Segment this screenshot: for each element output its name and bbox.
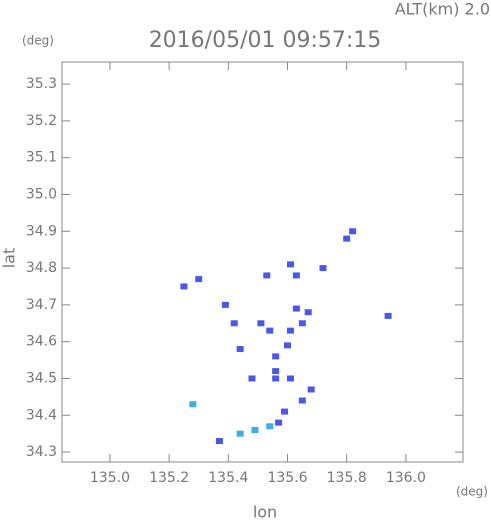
echo-cell [286,375,294,382]
echo-cell [307,386,315,393]
y-tick-label: 35.0 [26,186,57,202]
echo-cell [257,320,265,327]
echo-cell [281,408,289,415]
x-tick-label: 136.0 [386,470,426,486]
y-tick-label: 35.1 [26,150,57,166]
echo-cell [221,301,229,308]
echo-cell [272,353,280,360]
plot-frame [61,61,464,463]
y-axis-label: lat [0,248,19,269]
x-tick-label: 135.8 [327,470,367,486]
x-tick-label: 135.4 [208,470,248,486]
echo-cell [272,375,280,382]
echo-cell [230,320,238,327]
echo-cell [189,401,197,408]
echo-cell [251,426,259,433]
echo-cell [266,327,274,334]
echo-cell [248,375,256,382]
y-tick-label: 34.7 [26,297,57,313]
echo-cell [343,235,351,242]
echo-cell [319,265,327,272]
y-tick-label: 35.3 [26,76,57,92]
x-tick-label: 135.2 [149,470,189,486]
x-unit: (deg) [456,485,488,499]
chart-subtitle: ALT(km) 2.0 [395,0,490,19]
echo-cell [304,309,312,316]
echo-cell [236,346,244,353]
echo-cell [272,368,280,375]
echo-cell [286,261,294,268]
echo-cell [292,305,300,312]
x-tick-label: 135.6 [267,470,307,486]
echo-cell [263,272,271,279]
echo-cell [266,423,274,430]
y-tick-label: 35.2 [26,113,57,129]
echo-cell [292,272,300,279]
echo-cell [275,419,283,426]
echo-cell [236,430,244,437]
echo-cell [180,283,188,290]
echo-cell [384,312,392,319]
y-tick-label: 34.4 [26,407,57,423]
x-axis-label: lon [253,503,277,521]
chart-title: 2016/05/01 09:57:15 [149,28,382,53]
y-tick-label: 34.6 [26,334,57,350]
echo-cell [286,327,294,334]
echo-cell [215,438,223,445]
echo-cell [349,228,357,235]
echo-cell [284,342,292,349]
y-tick-label: 34.5 [26,370,57,386]
x-tick-label: 135.0 [90,470,130,486]
y-tick-label: 34.9 [26,223,57,239]
y-tick-label: 34.3 [26,444,57,460]
echo-cell [195,276,203,283]
y-tick-label: 34.8 [26,260,57,276]
echo-cell [298,397,306,404]
y-unit: (deg) [22,34,54,48]
echo-cell [298,320,306,327]
